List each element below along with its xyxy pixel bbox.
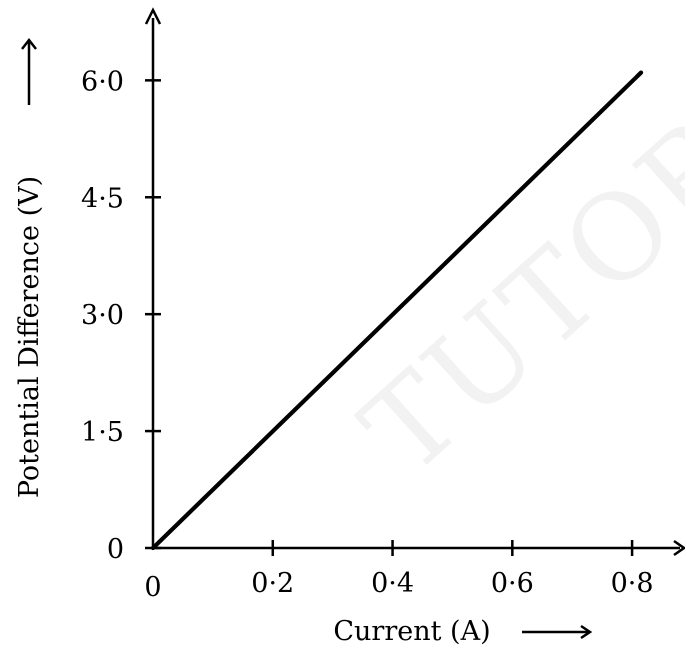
x-tick-label: 0·2: [251, 568, 294, 599]
x-tick-label: 0·8: [611, 568, 654, 599]
origin-label: 0: [144, 572, 161, 603]
series-line: [150, 70, 644, 551]
watermark: TUTORIAL: [336, 0, 685, 501]
y-tick-label: 6·0: [81, 66, 124, 97]
x-tick-label: 0·4: [371, 568, 414, 599]
x-label-arrow-icon: [522, 624, 593, 640]
y-tick-label: 0: [107, 534, 124, 565]
x-axis-label: Current (A): [333, 616, 490, 647]
y-axis-label: Potential Difference (V): [14, 176, 45, 498]
x-axis: [153, 539, 685, 557]
y-label-arrow-icon: [21, 37, 37, 105]
y-tick-label: 4·5: [81, 183, 124, 214]
y-axis-arrow-icon: [144, 7, 162, 25]
ticks: 0·2 0·4 0·6 0·8 0 1·5 3·0 4·5 6·0: [81, 66, 654, 599]
y-tick-label: 1·5: [81, 417, 124, 448]
y-axis: [144, 7, 162, 548]
x-axis-arrow-icon: [673, 539, 685, 557]
y-tick-label: 3·0: [81, 300, 124, 331]
x-tick-label: 0·6: [491, 568, 534, 599]
